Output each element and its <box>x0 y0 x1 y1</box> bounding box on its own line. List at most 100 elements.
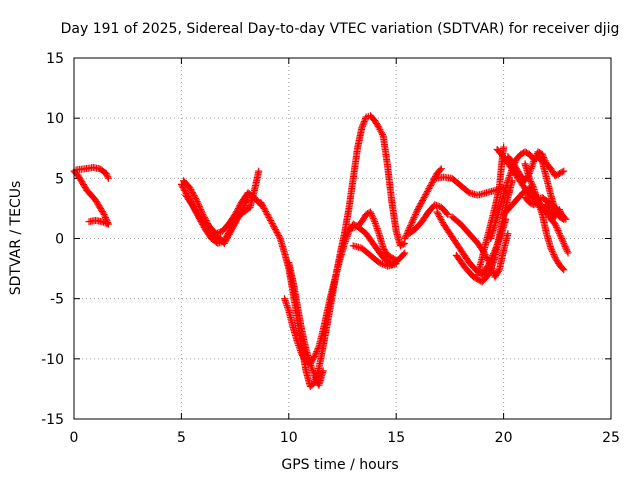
data-point-marker <box>258 201 266 209</box>
data-point-marker <box>296 347 304 355</box>
data-point-marker <box>505 173 513 181</box>
data-point-marker <box>267 218 275 226</box>
data-point-marker <box>422 191 430 199</box>
data-point-marker <box>294 340 302 348</box>
data-point-marker <box>377 259 385 267</box>
data-point-marker <box>222 234 230 242</box>
data-point-marker <box>236 201 244 209</box>
data-point-marker <box>203 218 211 226</box>
data-point-marker <box>311 373 319 381</box>
data-point-marker <box>311 351 319 359</box>
data-point-marker <box>214 239 222 247</box>
data-point-marker <box>267 216 275 224</box>
data-point-marker <box>504 230 512 238</box>
data-point-marker <box>196 216 204 224</box>
data-point-marker <box>255 167 263 175</box>
data-point-marker <box>376 125 384 133</box>
data-point-marker <box>271 224 279 232</box>
data-point-marker <box>374 226 382 234</box>
data-point-marker <box>293 338 301 346</box>
data-point-marker <box>371 219 379 227</box>
data-point-marker <box>188 187 196 195</box>
data-point-marker <box>199 222 207 230</box>
data-point-marker <box>100 218 108 226</box>
data-point-marker <box>360 119 368 127</box>
data-point-marker <box>295 341 303 349</box>
y-tick-label: -15 <box>41 412 64 428</box>
data-point-marker <box>266 215 274 223</box>
data-point-marker <box>360 118 368 126</box>
plot-frame <box>73 57 612 420</box>
data-point-marker <box>560 167 568 175</box>
data-point-marker <box>204 219 212 227</box>
data-point-marker <box>188 188 196 196</box>
data-point-marker <box>296 345 304 353</box>
data-point-marker <box>270 222 278 230</box>
data-point-marker <box>269 221 277 229</box>
data-point-marker <box>275 233 283 241</box>
data-point-marker <box>401 235 409 242</box>
data-point-marker <box>435 211 443 219</box>
data-point-marker <box>263 209 271 217</box>
data-point-marker <box>413 207 421 215</box>
data-point-marker <box>274 230 282 238</box>
data-point-marker <box>359 121 367 129</box>
data-point-marker <box>436 166 444 174</box>
data-point-marker <box>427 180 435 188</box>
data-point-marker <box>370 216 378 224</box>
data-point-marker <box>426 183 434 191</box>
data-point-marker <box>264 212 272 220</box>
data-point-marker <box>195 202 203 210</box>
data-point-marker <box>368 211 376 219</box>
data-point-marker <box>258 200 266 208</box>
data-point-marker <box>282 300 290 308</box>
data-point-marker <box>532 196 540 204</box>
data-point-marker <box>343 232 351 240</box>
data-point-marker <box>504 177 512 185</box>
data-point-marker <box>104 173 112 181</box>
data-point-marker <box>558 236 566 244</box>
data-point-marker <box>392 260 400 268</box>
data-point-marker <box>104 220 112 228</box>
data-point-marker <box>223 232 231 240</box>
data-point-marker <box>506 172 514 180</box>
data-point-marker <box>311 372 319 380</box>
data-point-marker <box>273 228 281 236</box>
data-point-marker <box>434 202 442 210</box>
data-point-marker <box>226 226 234 234</box>
data-point-marker <box>408 218 416 226</box>
data-point-marker <box>560 266 568 274</box>
data-point-marker <box>538 150 546 158</box>
data-point-marker <box>101 219 109 227</box>
data-point-marker <box>431 201 439 209</box>
data-point-marker <box>550 251 558 259</box>
data-point-marker <box>526 176 534 184</box>
data-point-marker <box>533 195 541 203</box>
data-point-marker <box>193 210 201 218</box>
data-point-marker <box>272 227 280 235</box>
data-point-marker <box>192 194 200 202</box>
data-point-marker <box>102 170 110 178</box>
data-point-marker <box>560 241 568 249</box>
data-point-marker <box>366 208 374 216</box>
data-point-marker <box>528 161 536 169</box>
data-point-marker <box>179 183 187 191</box>
data-point-marker <box>101 212 109 220</box>
data-point-marker <box>194 211 202 219</box>
data-point-marker <box>103 171 111 179</box>
data-point-marker <box>198 209 206 217</box>
data-point-marker <box>425 185 433 193</box>
data-point-marker <box>275 231 283 239</box>
data-point-marker <box>500 143 508 151</box>
data-point-marker <box>529 182 537 190</box>
data-point-marker <box>284 303 292 311</box>
data-point-marker <box>215 228 223 236</box>
data-point-marker <box>372 221 380 229</box>
data-point-marker <box>190 204 198 212</box>
data-point-marker <box>342 236 350 244</box>
data-point-marker <box>103 219 111 227</box>
data-point-marker <box>559 265 567 273</box>
x-tick-label: 15 <box>387 430 405 446</box>
data-point-marker <box>192 196 200 204</box>
data-point-marker <box>423 189 431 197</box>
